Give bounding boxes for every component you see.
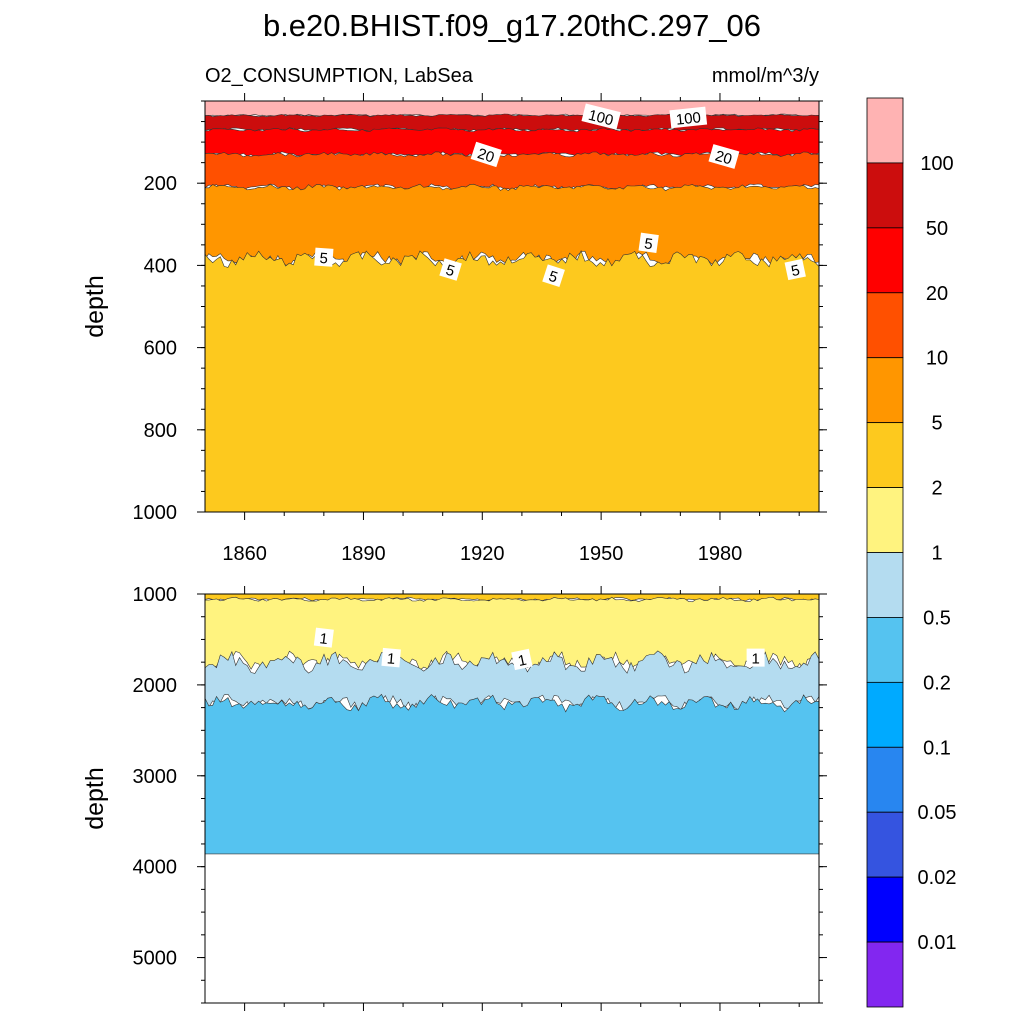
contour-label-box (784, 258, 806, 281)
colorbar-swatch (866, 422, 904, 488)
y-tick-label: 400 (144, 255, 177, 277)
y-tick-label: 600 (144, 338, 177, 360)
contour-label: 100 (581, 103, 621, 130)
colorbar-label: 100 (920, 153, 953, 175)
colorbar-label: 0.01 (918, 932, 957, 954)
colorbar-label: 0.2 (923, 672, 951, 694)
colorbar-label: 0.05 (918, 802, 957, 824)
x-tick-label: 1860 (222, 543, 267, 565)
contour-label: 5 (638, 232, 659, 253)
colorbar-swatch (866, 876, 904, 943)
contour-band-2-5 (204, 249, 820, 513)
colorbar-label: 10 (926, 348, 948, 370)
contour-label-box (314, 247, 334, 267)
contour-label: 5 (439, 258, 462, 281)
colorbar-label: 0.1 (923, 737, 951, 759)
y-tick-label: 3000 (133, 766, 178, 788)
contour-label: 1 (313, 627, 334, 648)
contour-label-text: 1 (516, 652, 528, 670)
colorbar-swatch (866, 617, 904, 683)
colorbar-label: 2 (931, 478, 942, 500)
upper-right-label: mmol/m^3/y (712, 65, 819, 87)
x-tick-label: 1950 (579, 543, 624, 565)
contour-label: 5 (784, 258, 806, 281)
colorbar-swatch (866, 227, 904, 294)
contour-label: 20 (470, 141, 502, 168)
y-tick-label: 1000 (133, 502, 178, 524)
contour-label-box (542, 264, 565, 288)
contour-label: 5 (314, 247, 334, 268)
colorbar: 100 50 20 10 5 2 1 0.5 0.2 0.1 0.05 0.02 0.01 (866, 97, 957, 1008)
contour-label-box (381, 647, 401, 668)
x-tick-label: 1980 (698, 543, 743, 565)
contour-label-text: 100 (675, 109, 702, 129)
contour-label: 1 (381, 647, 401, 668)
colorbar-label: 5 (931, 413, 942, 435)
colorbar-swatch (866, 357, 904, 424)
contour-label-box (581, 103, 621, 130)
colorbar-label: 1 (931, 543, 942, 565)
contour-band->100 (204, 100, 820, 118)
contour-label-box (313, 627, 334, 648)
contour-label-text: 5 (790, 262, 802, 280)
colorbar-swatch (866, 162, 904, 229)
y-tick-label: 800 (144, 420, 177, 442)
lower-contour-panel: 1000 2000 3000 4000 5000 depth 1 1 1 1 (81, 584, 827, 1011)
contour-label-box (669, 106, 708, 129)
contour-label-box (638, 232, 659, 253)
colorbar-label: 0.5 (923, 607, 951, 629)
upper-left-label: O2_CONSUMPTION, LabSea (205, 65, 474, 87)
colorbar-swatch (866, 746, 904, 813)
contour-label-text: 5 (643, 235, 654, 253)
contour-label: 1 (511, 648, 533, 671)
colorbar-swatch (866, 97, 904, 164)
contour-label-box (470, 141, 502, 168)
contour-label-box (708, 144, 740, 169)
contour-label: 100 (669, 106, 708, 129)
chart-title: b.e20.BHIST.f09_g17.20thC.297_06 (263, 8, 761, 43)
contour-label-text: 1 (386, 650, 396, 668)
contour-label-text: 1 (318, 630, 328, 648)
contour-label: 5 (542, 264, 565, 288)
colorbar-swatch (866, 292, 904, 359)
contour-label-text: 20 (475, 145, 496, 166)
y-tick-label: 200 (144, 173, 177, 195)
y-tick-label: 2000 (133, 675, 178, 697)
contour-label-box (746, 648, 765, 667)
contour-label-text: 20 (713, 147, 734, 168)
colorbar-label: 0.02 (918, 867, 957, 889)
colorbar-swatch (866, 811, 904, 878)
contour-label-text: 1 (751, 651, 759, 668)
colorbar-label: 50 (926, 218, 948, 240)
colorbar-swatch (866, 552, 904, 618)
colorbar-swatch (866, 487, 904, 553)
y-axis-label: depth (81, 275, 109, 338)
contour-band-0.2-0.5 (204, 693, 820, 855)
upper-contour-panel: 200 400 600 800 1000 1860 1890 1920 1950 1980 dept… (81, 93, 827, 565)
y-tick-label: 5000 (133, 948, 178, 970)
x-tick-label: 1890 (341, 543, 386, 565)
contour-label: 1 (746, 648, 765, 668)
y-tick-label: 4000 (133, 857, 178, 879)
y-axis-label: depth (81, 767, 109, 830)
y-tick-label: 1000 (133, 584, 178, 606)
contour-label-text: 100 (587, 107, 615, 130)
contour-label-box (511, 648, 533, 671)
contour-label-text: 5 (319, 250, 329, 268)
x-tick-label: 1920 (460, 543, 505, 565)
contour-label-box (439, 258, 462, 281)
colorbar-swatch (866, 941, 904, 1008)
colorbar-label: 20 (926, 283, 948, 305)
colorbar-swatch (866, 681, 904, 748)
contour-label: 20 (708, 144, 740, 169)
